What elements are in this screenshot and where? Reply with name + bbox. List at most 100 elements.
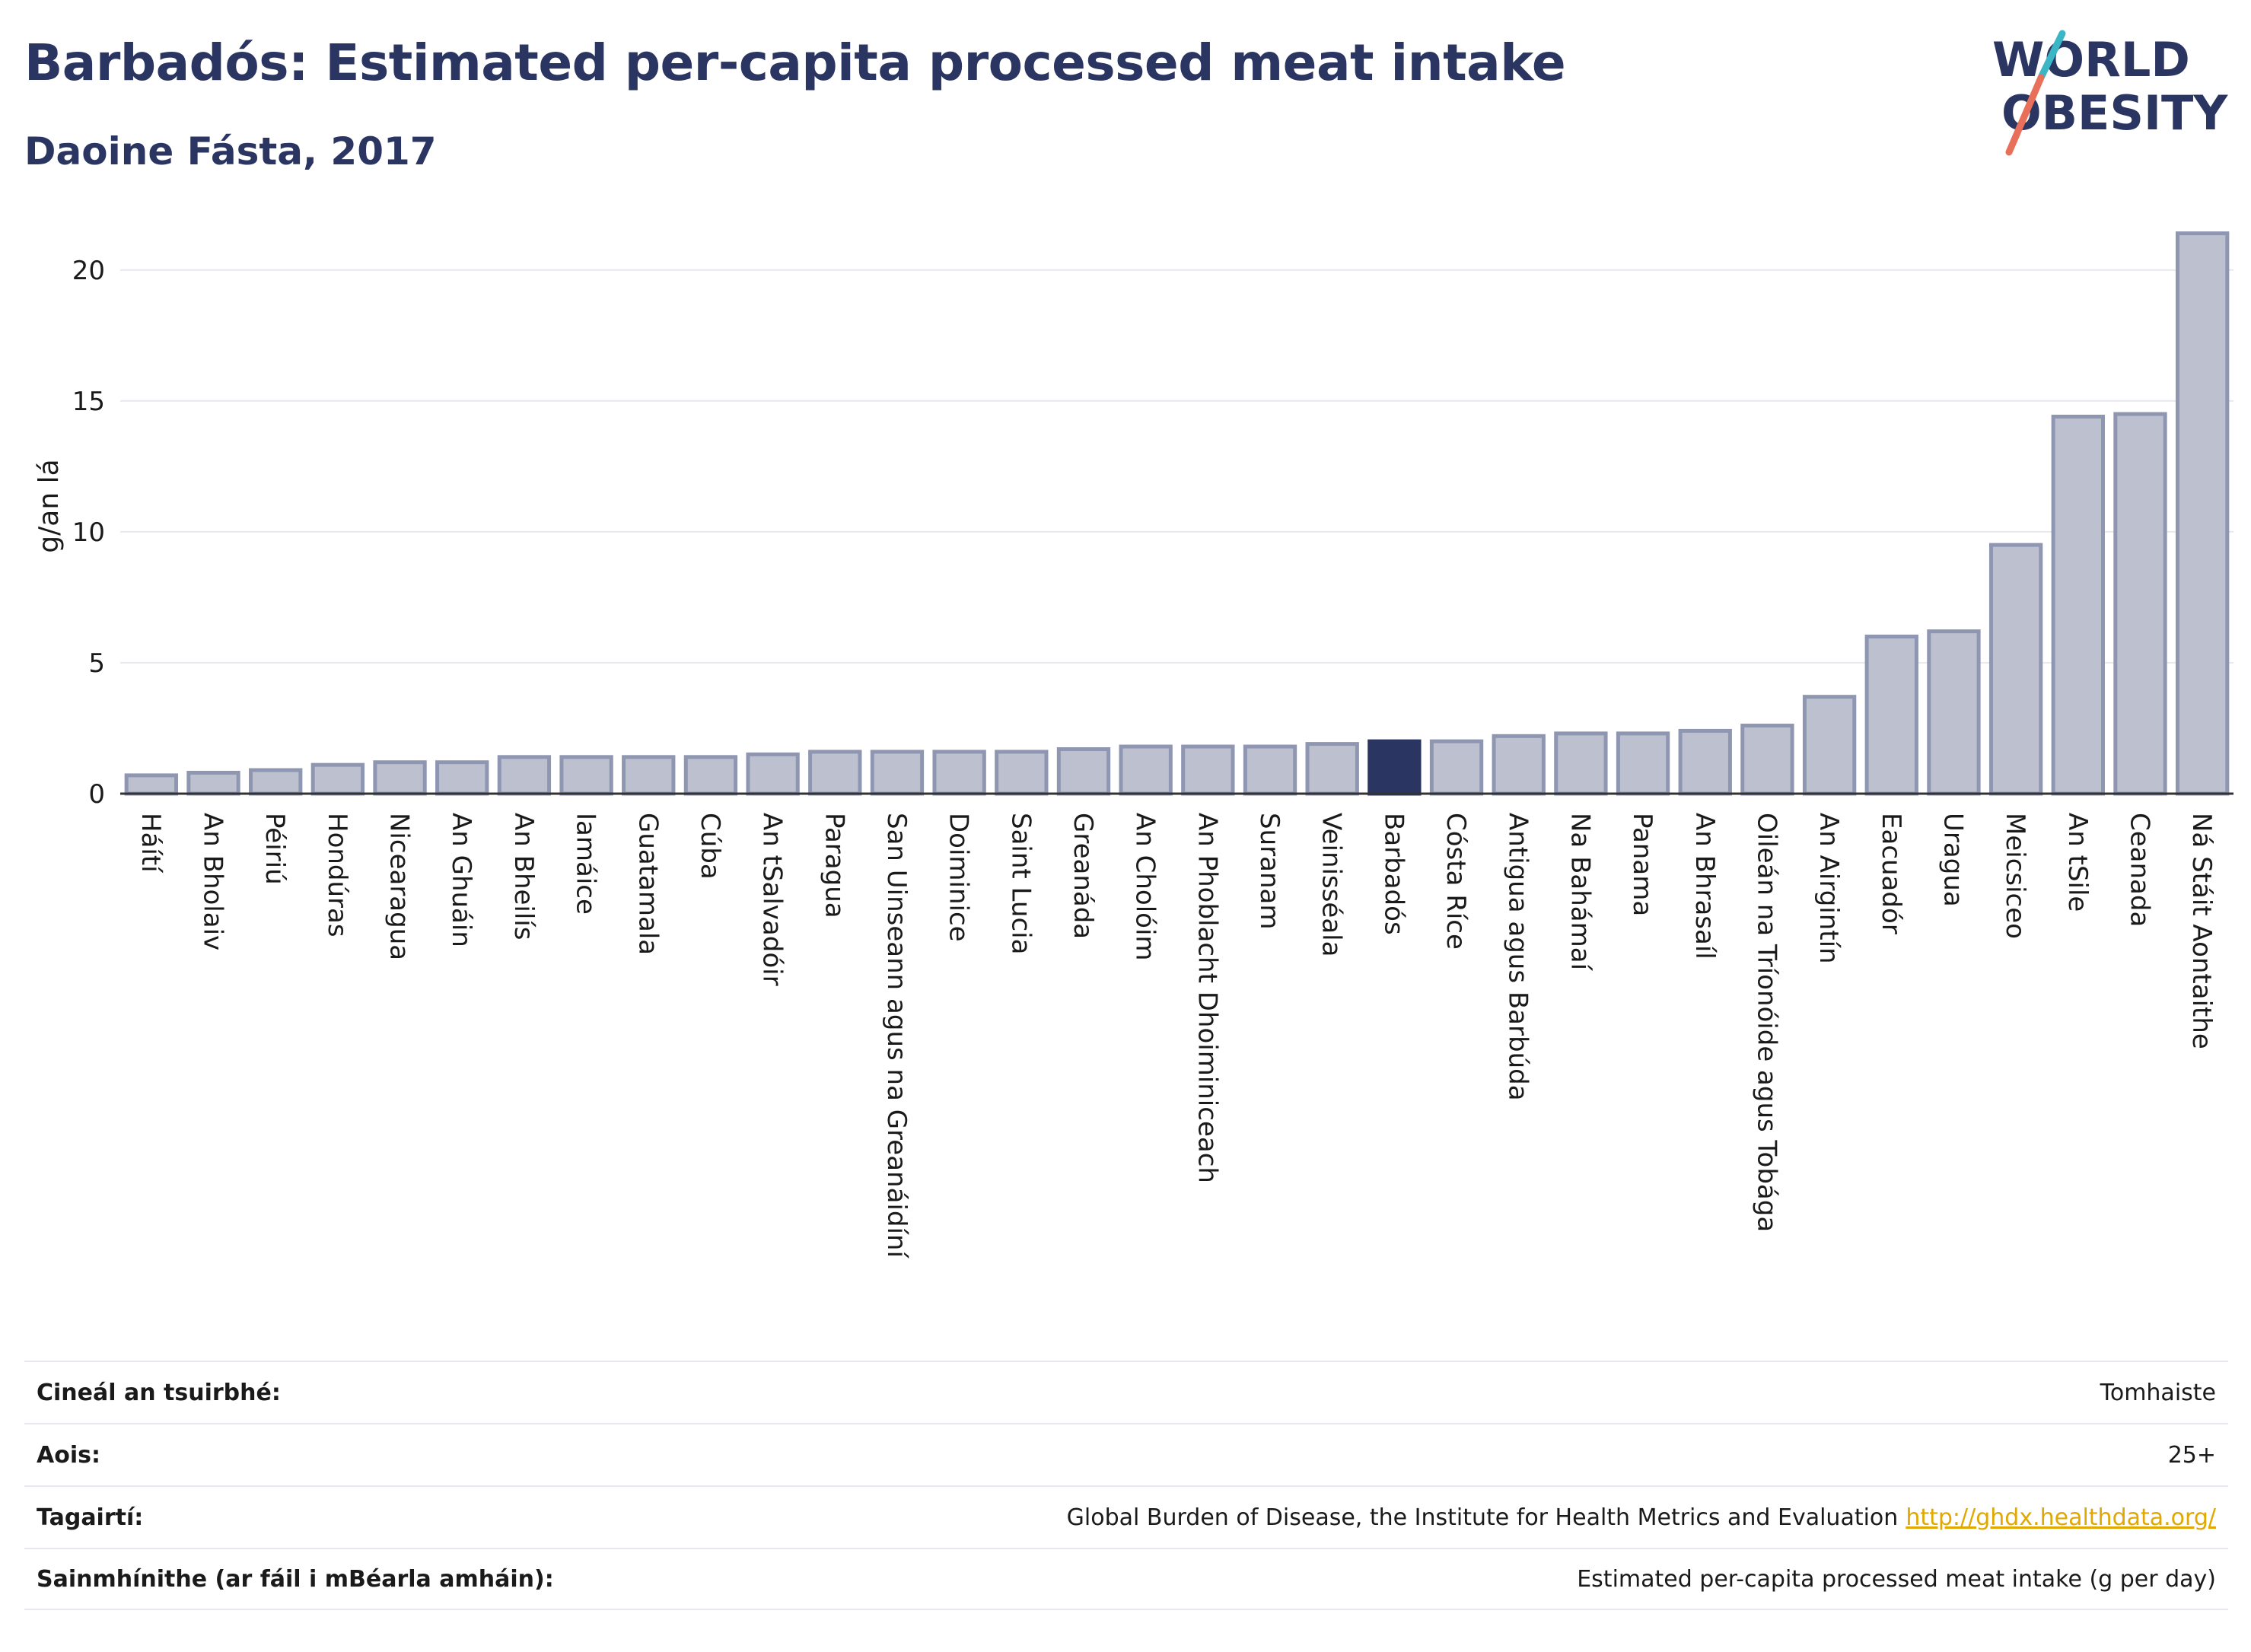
logo-line2: OBESITY xyxy=(2001,85,2228,141)
info-key: Sainmhínithe (ar fáil i mBéarla amháin): xyxy=(37,1565,554,1593)
bar xyxy=(932,750,986,796)
info-key: Cineál an tsuirbhé: xyxy=(37,1379,281,1406)
x-tick-label: An tSile xyxy=(2062,813,2093,912)
bar xyxy=(249,768,303,796)
x-tick-label: Meicsiceo xyxy=(2000,813,2030,939)
bar-chart: 0 5 10 15 20 Háítí An Bholaiv Péiriú Hondúras Ni… xyxy=(33,231,2233,1259)
x-tick-label: Barbadós xyxy=(1378,813,1409,935)
bar xyxy=(1243,744,1297,796)
bar xyxy=(683,755,738,796)
x-tick-label: An Phoblacht Dhoiminiceach xyxy=(1192,813,1222,1183)
info-value: Tomhaiste xyxy=(2100,1379,2216,1406)
x-tick-label: Péiriú xyxy=(259,813,290,885)
y-tick-label: 10 xyxy=(72,517,105,548)
bar xyxy=(186,770,240,796)
x-tick-label: An Airgintín xyxy=(1813,813,1844,964)
bar xyxy=(1864,635,1918,796)
x-tick-label: An Bhrasaíl xyxy=(1689,813,1720,960)
info-row-survey-type: Cineál an tsuirbhé: Tomhaiste xyxy=(24,1361,2228,1423)
bars xyxy=(124,231,2230,796)
x-tick-label: Antigua agus Barbúda xyxy=(1503,813,1533,1101)
y-tick-label: 5 xyxy=(88,648,105,679)
x-tick-label: Uragua xyxy=(1937,813,1968,907)
source-link[interactable]: http://ghdx.healthdata.org/ xyxy=(1906,1504,2216,1531)
bar xyxy=(622,755,676,796)
bar xyxy=(808,750,862,796)
x-tick-label: An Ghuáin xyxy=(446,813,476,947)
x-tick-label: San Uinseann agus na Greanáidíní xyxy=(881,813,912,1259)
bar-highlighted xyxy=(1367,739,1422,796)
x-tick-label: Oileán na Tríonóide agus Tobága xyxy=(1751,813,1781,1232)
logo-slash-coral xyxy=(2005,74,2045,156)
bar xyxy=(1740,724,1794,796)
logo-slash-teal xyxy=(2037,30,2066,81)
bar xyxy=(1305,742,1359,796)
x-axis-labels: Háítí An Bholaiv Péiriú Hondúras Nicearagua A… xyxy=(135,813,2217,1259)
info-row-references: Tagairtí: Global Burden of Disease, the … xyxy=(24,1485,2228,1548)
x-tick-label: Eacuadór xyxy=(1876,813,1906,934)
info-value: Global Burden of Disease, the Institute … xyxy=(1066,1504,1899,1531)
x-tick-label: Nicearagua xyxy=(384,813,415,960)
info-key: Tagairtí: xyxy=(37,1504,144,1531)
bar xyxy=(2051,415,2105,796)
bar xyxy=(435,760,489,796)
bar xyxy=(1181,744,1235,796)
x-tick-label: Saint Lucia xyxy=(1005,813,1036,954)
bar xyxy=(559,755,613,796)
x-tick-label: Cúba xyxy=(695,813,725,880)
x-tick-label: Greanáda xyxy=(1068,813,1098,939)
bar xyxy=(2113,412,2167,796)
bar xyxy=(1802,695,1857,796)
x-tick-label: An tSalvadóir xyxy=(757,813,788,986)
x-tick-label: An Bholaiv xyxy=(198,813,228,950)
x-tick-label: Veinisséala xyxy=(1317,813,1347,957)
bar xyxy=(746,752,800,796)
bar xyxy=(870,750,925,796)
chart-title: Barbadós: Estimated per-capita processed… xyxy=(24,33,1566,92)
info-value: Estimated per-capita processed meat inta… xyxy=(1577,1565,2216,1593)
x-tick-label: Guatamala xyxy=(632,813,663,955)
x-tick-label: Na Bahámaí xyxy=(1565,813,1595,972)
bar xyxy=(1927,629,1981,796)
x-tick-label: An Cholóim xyxy=(1130,813,1161,961)
bar xyxy=(2175,231,2230,796)
info-row-definitions: Sainmhínithe (ar fáil i mBéarla amháin):… xyxy=(24,1548,2228,1610)
y-tick-label: 0 xyxy=(88,779,105,810)
x-tick-label: Paragua xyxy=(819,813,849,918)
y-axis-ticks: 0 5 10 15 20 xyxy=(72,256,105,810)
bar xyxy=(373,760,427,796)
bar xyxy=(124,773,179,796)
x-tick-label: Hondúras xyxy=(322,813,352,937)
logo-line1: WORLD xyxy=(1992,32,2190,88)
bar xyxy=(1678,728,1732,796)
info-value-group: Global Burden of Disease, the Institute … xyxy=(1067,1504,2216,1531)
gridlines xyxy=(120,269,2233,664)
info-row-age: Aois: 25+ xyxy=(24,1423,2228,1485)
bar xyxy=(1056,747,1111,796)
x-tick-label: Iamáice xyxy=(571,813,601,915)
info-key: Aois: xyxy=(37,1441,100,1469)
bar xyxy=(1988,543,2043,796)
bar xyxy=(1119,744,1173,796)
chart-subtitle: Daoine Fásta, 2017 xyxy=(24,129,437,173)
y-tick-label: 15 xyxy=(72,387,105,417)
x-tick-label: Ná Stáit Aontaithe xyxy=(2186,813,2217,1049)
bar xyxy=(1429,739,1484,796)
y-tick-label: 20 xyxy=(72,256,105,286)
x-tick-label: Háítí xyxy=(135,813,166,874)
x-tick-label: An Bheilís xyxy=(508,813,539,940)
x-tick-label: Panama xyxy=(1627,813,1657,916)
bar xyxy=(1492,734,1546,796)
info-value: 25+ xyxy=(2167,1441,2216,1469)
y-axis-label: g/an lá xyxy=(33,459,65,552)
info-table: Cineál an tsuirbhé: Tomhaiste Aois: 25+ … xyxy=(24,1361,2228,1610)
x-tick-label: Suranam xyxy=(1254,813,1285,929)
bar xyxy=(995,750,1049,796)
bar xyxy=(497,755,552,796)
x-tick-label: Ceanada xyxy=(2124,813,2154,927)
bar xyxy=(310,762,365,796)
x-tick-label: Doiminice xyxy=(944,813,974,942)
bar xyxy=(1616,731,1670,796)
x-tick-label: Cósta Ríce xyxy=(1441,813,1471,950)
bar xyxy=(1554,731,1608,796)
